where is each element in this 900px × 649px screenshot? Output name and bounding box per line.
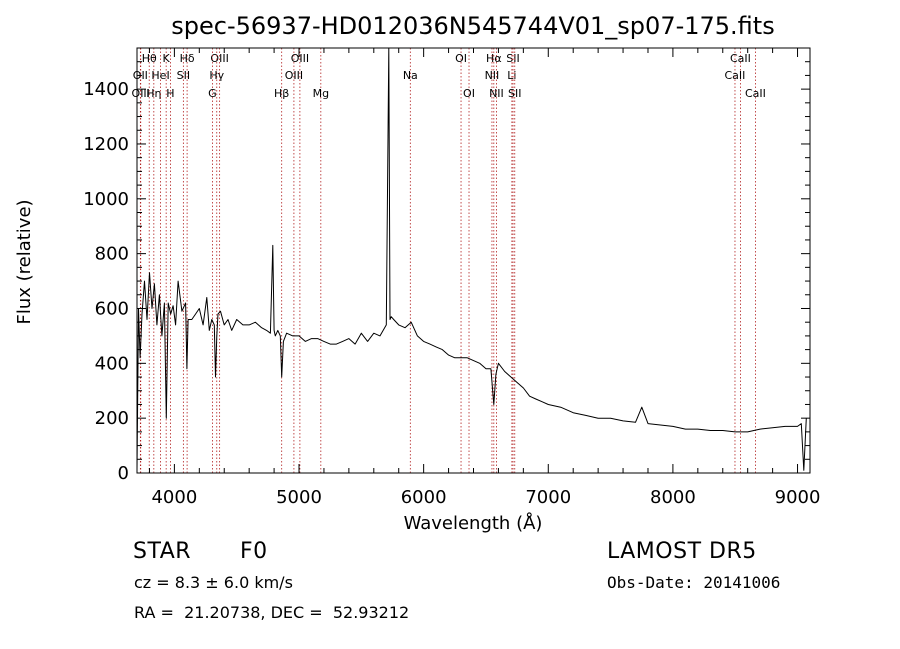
line-marker-label-27: CaII — [745, 87, 766, 100]
line-marker-label-18: OI — [463, 87, 475, 100]
coordinates: RA = 21.20738, DEC = 52.93212 — [134, 603, 410, 622]
subclass: F0 — [240, 539, 268, 564]
spectrum-line-0 — [136, 47, 807, 471]
line-marker-label-8: SII — [177, 69, 190, 82]
line-marker-label-15: Mg — [313, 87, 329, 100]
y-tick-label: 1400 — [83, 79, 129, 100]
line-marker-label-22: SII — [506, 52, 519, 65]
line-marker-label-2: OIII — [132, 87, 150, 100]
chart-title: spec-56937-HD012036N545744V01_sp07-175.f… — [171, 12, 774, 40]
x-axis-label: Wavelength (Å) — [404, 512, 543, 534]
line-marker-label-6: H — [166, 87, 174, 100]
line-marker-label-25: CaII — [730, 52, 751, 65]
object-class: STAR — [133, 539, 192, 564]
line-marker-label-11: G — [208, 87, 217, 100]
line-marker-label-20: NII — [485, 69, 500, 82]
line-marker-label-26: CaII — [725, 69, 746, 82]
line-marker-label-23: Li — [507, 69, 516, 82]
line-marker-label-3: Hη — [146, 87, 161, 100]
x-axis: 4000 5000 6000 7000 8000 9000 — [148, 48, 821, 508]
y-tick-label: 600 — [95, 298, 129, 319]
line-marker-label-16: Na — [403, 69, 418, 82]
x-tick-label: 9000 — [775, 487, 821, 508]
x-tick-label: 5000 — [276, 487, 322, 508]
x-tick-label: 8000 — [650, 487, 696, 508]
line-marker-label-7: Hδ — [180, 52, 195, 65]
line-marker-label-10: Hγ — [209, 69, 224, 82]
spectrum-series — [136, 47, 807, 471]
y-tick-label: 1000 — [83, 189, 129, 210]
x-tick-label: 6000 — [401, 487, 447, 508]
line-marker-label-19: Hα — [486, 52, 502, 65]
line-marker-label-17: OI — [455, 52, 467, 65]
x-tick-label: 4000 — [151, 487, 197, 508]
line-marker-label-24: SII — [508, 87, 521, 100]
line-marker-label-4: K — [163, 52, 171, 65]
line-marker-label-0: Hθ — [142, 52, 157, 65]
plot-frame — [136, 47, 811, 474]
line-marker-label-13: OIII — [285, 69, 303, 82]
line-marker-label-12: OIII — [291, 52, 309, 65]
y-tick-label: 0 — [118, 463, 129, 484]
x-tick-label: 7000 — [525, 487, 571, 508]
survey-name: LAMOST DR5 — [607, 539, 757, 564]
y-tick-label: 400 — [95, 353, 129, 374]
y-axis: 0 200 400 600 800 1000 1200 1400 — [83, 61, 810, 484]
y-axis-label: Flux (relative) — [14, 199, 35, 324]
obs-date: Obs-Date: 20141006 — [607, 573, 781, 592]
line-marker-label-9: OIII — [210, 52, 228, 65]
y-tick-label: 800 — [95, 244, 129, 265]
redshift-value: cz = 8.3 ± 6.0 km/s — [134, 573, 293, 592]
line-marker-label-5: HeI — [151, 69, 169, 82]
spectral-line-markers: HθOIIOIIIHηKHeIHHδSIIOIIIHγGOIIIOIIIHβMg… — [132, 48, 766, 473]
line-marker-label-14: Hβ — [274, 87, 289, 100]
line-marker-label-21: NII — [489, 87, 504, 100]
y-tick-label: 200 — [95, 408, 129, 429]
y-tick-label: 1200 — [83, 134, 129, 155]
